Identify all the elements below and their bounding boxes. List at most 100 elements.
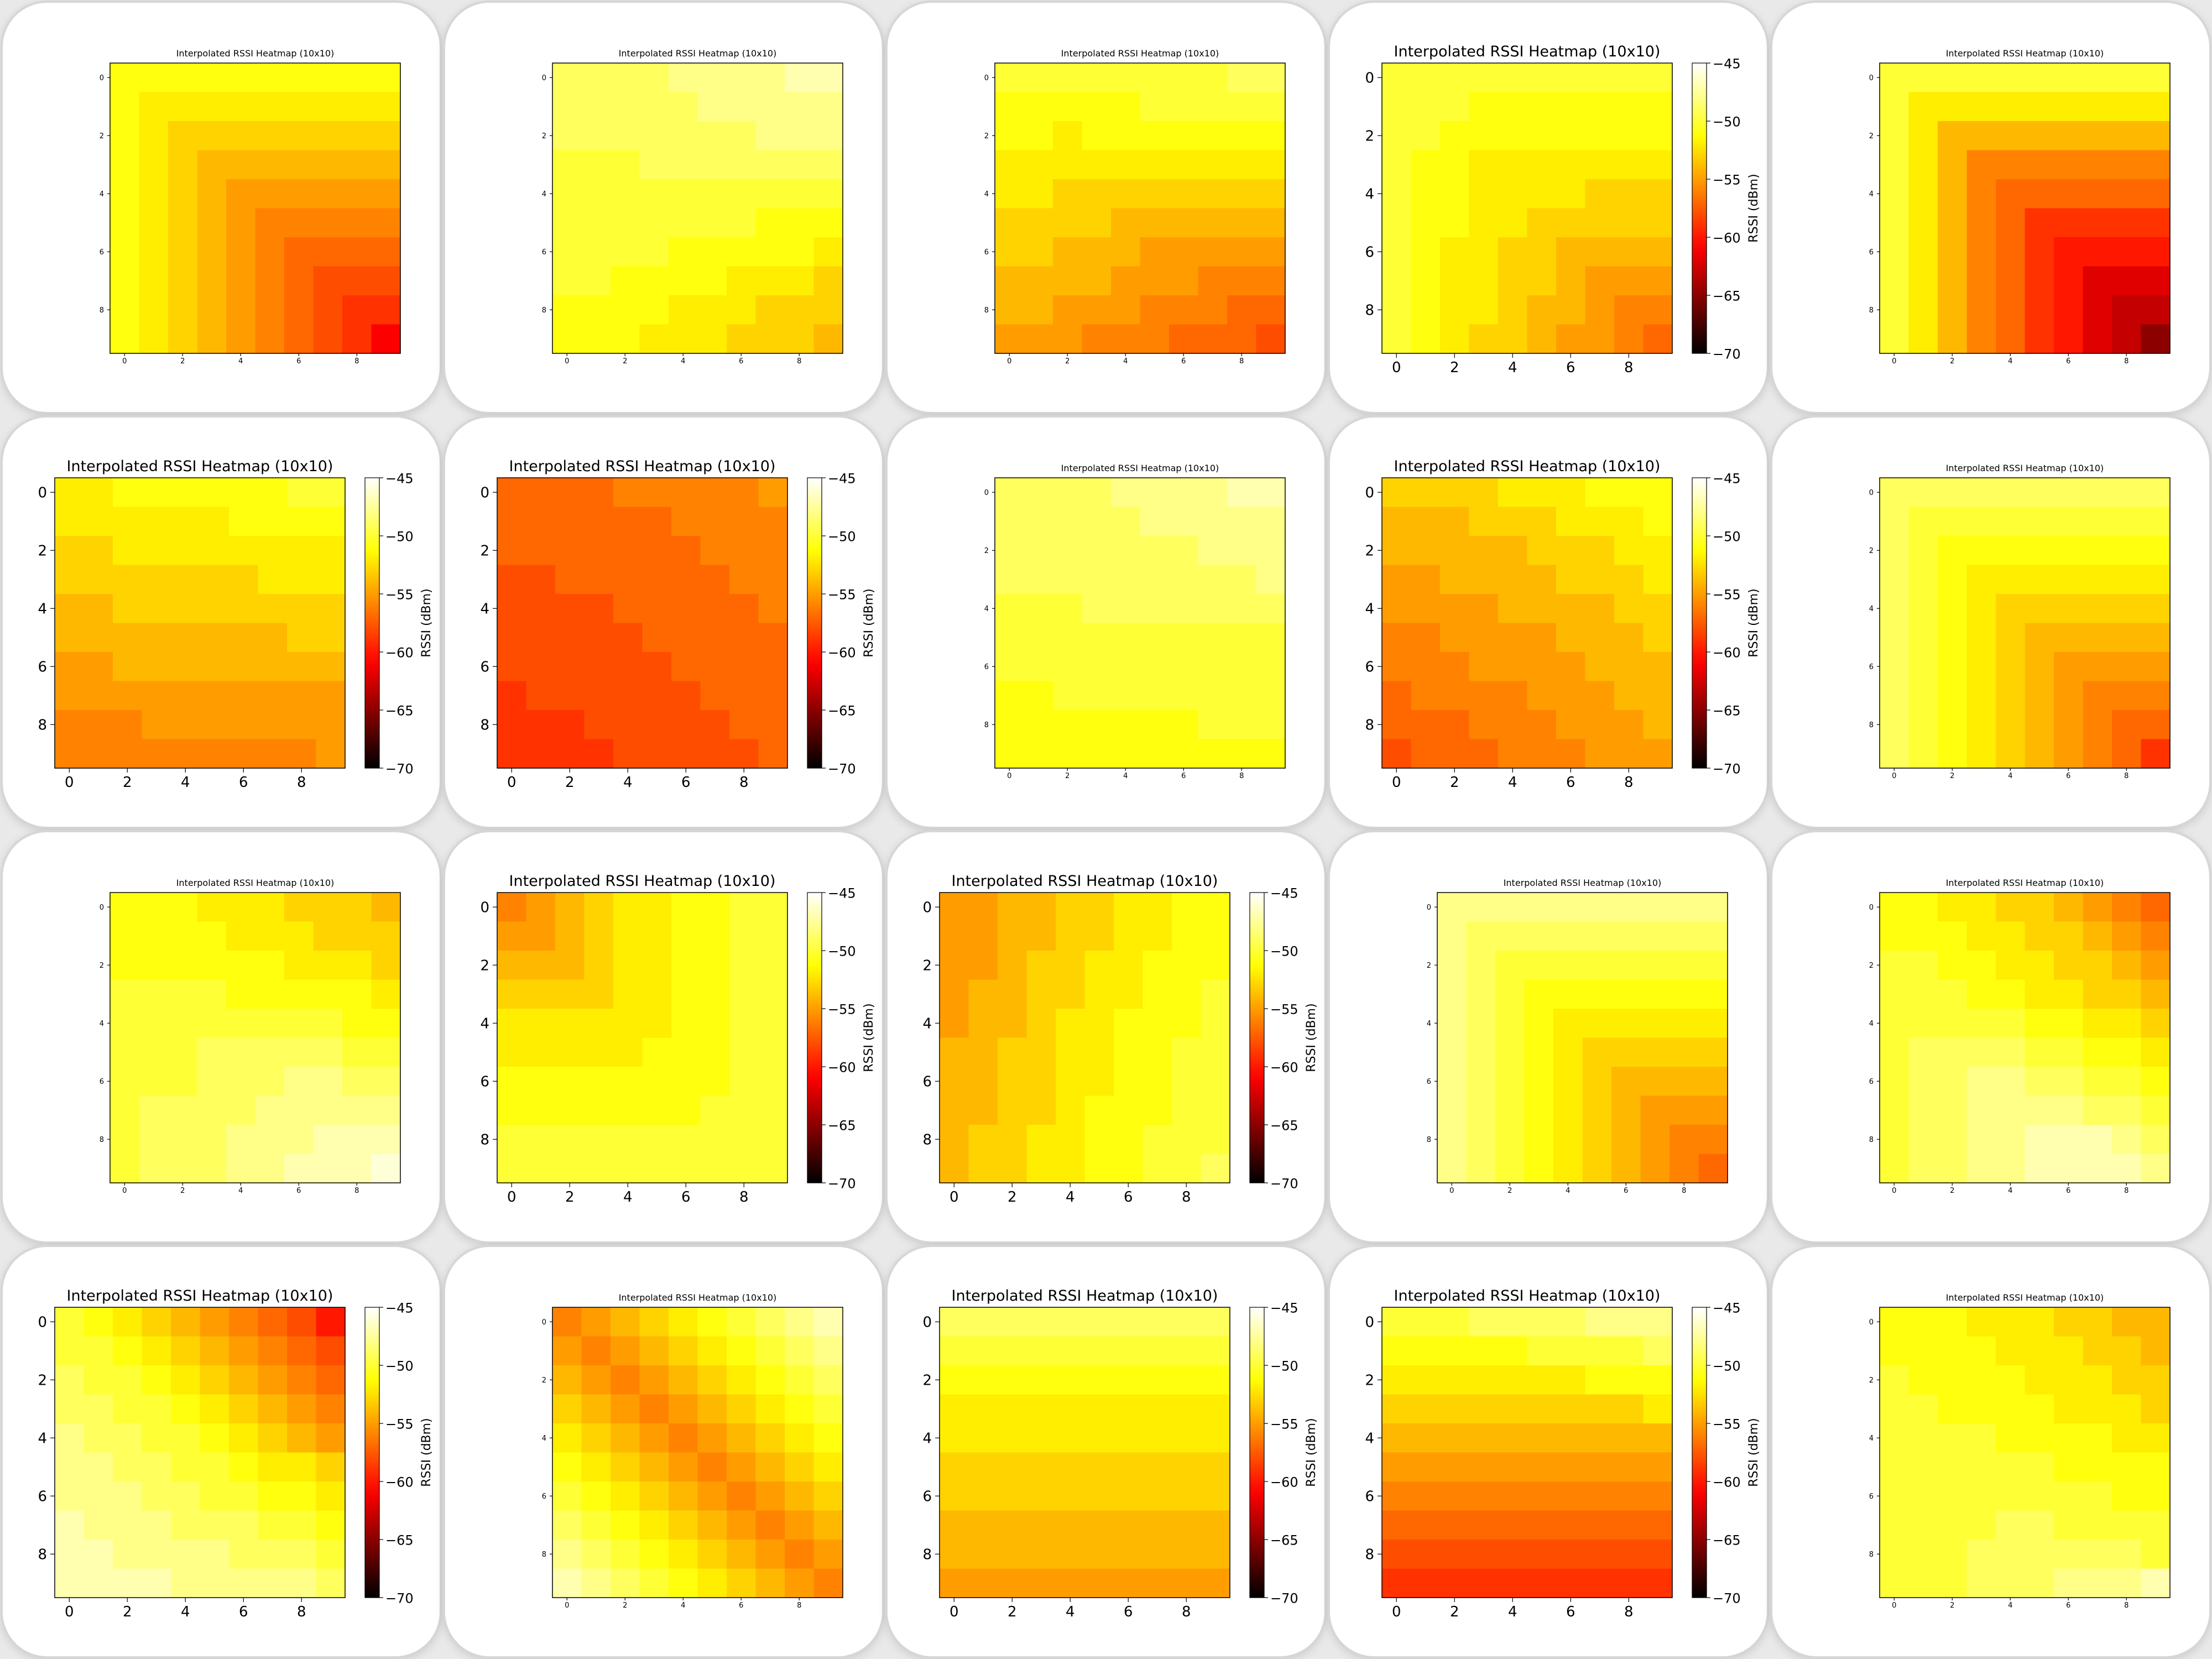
heatmap-cell <box>1140 681 1170 711</box>
heatmap-cell <box>142 1336 171 1366</box>
heatmap-cell <box>940 1095 969 1125</box>
heatmap-cell <box>142 507 171 536</box>
heatmap-cell <box>669 1568 698 1598</box>
heatmap-cell <box>1411 739 1441 769</box>
heatmap-cell <box>197 208 227 238</box>
heatmap-cell <box>1614 179 1644 209</box>
heatmap-cell <box>1411 594 1441 624</box>
heatmap-cell <box>2141 92 2171 122</box>
x-tick-label: 6 <box>1566 359 1575 376</box>
heatmap-cell <box>1614 478 1644 508</box>
heatmap-chart: Interpolated RSSI Heatmap (10x10)0 2 4 6 802… <box>1869 48 2171 366</box>
heatmap-cell <box>168 208 198 238</box>
heatmap-cell <box>1614 63 1644 93</box>
y-tick-label: 8 <box>1365 302 1374 319</box>
heatmap-cell <box>1643 179 1673 209</box>
heatmap-cell <box>727 1510 757 1540</box>
heatmap-cell <box>1411 478 1441 508</box>
heatmap-cell <box>995 266 1025 296</box>
heatmap-cell <box>284 1125 314 1155</box>
x-tick-label: 6 <box>2066 357 2070 366</box>
heatmap-cell <box>1411 121 1441 151</box>
heatmap-cell <box>1880 739 1910 769</box>
heatmap-chart: Interpolated RSSI Heatmap (10x10)0 2 4 6 802… <box>100 48 401 366</box>
heatmap-cell <box>940 893 969 922</box>
heatmap-cell <box>995 179 1025 209</box>
x-tick-label: 4 <box>1123 357 1128 366</box>
heatmap-chart: Interpolated RSSI Heatmap (10x10)0 2 4 6 802… <box>100 878 401 1195</box>
heatmap-cell <box>940 979 969 1009</box>
heatmap-cell <box>2054 652 2084 682</box>
x-tick-label: 2 <box>1950 772 1954 780</box>
heatmap-cell <box>139 295 169 325</box>
colorbar-tick-label: −45 <box>1713 1300 1741 1316</box>
heatmap-cell <box>555 1037 585 1067</box>
chart-title: Interpolated RSSI Heatmap (10x10) <box>176 48 335 59</box>
heatmap-cell <box>168 266 198 296</box>
heatmap-cell <box>197 893 227 922</box>
heatmap-cell <box>139 1009 169 1039</box>
colorbar-label: RSSI (dBm) <box>420 588 434 657</box>
heatmap-cell <box>1585 1452 1615 1482</box>
heatmap-cell <box>2112 594 2142 624</box>
heatmap-cell <box>1996 1423 2026 1453</box>
heatmap-cell <box>1084 893 1114 922</box>
heatmap-cell <box>1556 623 1586 653</box>
heatmap-cell <box>1908 1510 1938 1540</box>
heatmap-cell <box>1169 710 1199 740</box>
heatmap-cell <box>1938 921 1968 951</box>
heatmap-cell <box>1169 739 1199 769</box>
heatmap-cell <box>1908 150 1938 180</box>
heatmap-cell <box>84 1481 113 1511</box>
heatmap-cell <box>1527 1510 1557 1540</box>
heatmap-cell <box>1614 1568 1644 1598</box>
heatmap-cell <box>342 63 372 93</box>
heatmap-chart: Interpolated RSSI Heatmap (10x10)0 2 4 6 802… <box>1869 463 2171 780</box>
heatmap-cell <box>1411 1365 1441 1395</box>
heatmap-cell <box>1440 1510 1470 1540</box>
heatmap-cell <box>2141 921 2171 951</box>
heatmap-cell <box>526 652 556 682</box>
heatmap-cell <box>584 951 614 980</box>
heatmap-cell <box>255 92 285 122</box>
x-tick-label: 6 <box>1181 357 1186 366</box>
heatmap-cell <box>1466 1067 1496 1097</box>
heatmap-cell <box>113 652 143 682</box>
heatmap-cell <box>1201 1394 1230 1424</box>
chart-title: Interpolated RSSI Heatmap (10x10) <box>1946 878 2104 888</box>
heatmap-cell <box>168 1037 198 1067</box>
heatmap-cell <box>2141 710 2171 740</box>
heatmap-cell <box>200 739 229 769</box>
heatmap-cell <box>2141 951 2171 980</box>
x-tick-label: 0 <box>1007 357 1011 366</box>
heatmap-cell <box>1082 478 1112 508</box>
heatmap-cell <box>552 63 582 93</box>
colorbar-label: RSSI (dBm) <box>862 588 876 657</box>
heatmap-cell <box>1056 921 1086 951</box>
heatmap-cell <box>639 1540 669 1569</box>
heatmap-cell <box>2083 979 2112 1009</box>
heatmap-cell <box>611 324 640 354</box>
heatmap-cell <box>1053 623 1083 653</box>
heatmap-cell <box>1556 1365 1586 1395</box>
heatmap-cell <box>1440 63 1470 93</box>
heatmap-cell <box>1024 681 1053 711</box>
heatmap-cell <box>1670 979 1699 1009</box>
heatmap-cell <box>1056 1067 1086 1097</box>
heatmap-cell <box>1698 1037 1728 1067</box>
heatmap-cell <box>1382 92 1412 122</box>
heatmap-cell <box>197 1154 227 1183</box>
heatmap-cell <box>1556 1336 1586 1366</box>
heatmap-cell <box>1201 1452 1230 1482</box>
heatmap-cell <box>1024 594 1053 624</box>
heatmap-cell <box>1411 324 1441 354</box>
heatmap-cell <box>1411 1568 1441 1598</box>
heatmap-cell <box>1880 1452 1910 1482</box>
heatmap-cell <box>1111 565 1141 594</box>
heatmap-cell <box>727 1540 757 1569</box>
heatmap-cell <box>669 266 698 296</box>
y-tick-label: 8 <box>1365 717 1374 734</box>
colorbar-tick-label: −55 <box>385 587 414 602</box>
heatmap-cell <box>639 237 669 267</box>
x-tick-label: 6 <box>1124 1189 1133 1206</box>
